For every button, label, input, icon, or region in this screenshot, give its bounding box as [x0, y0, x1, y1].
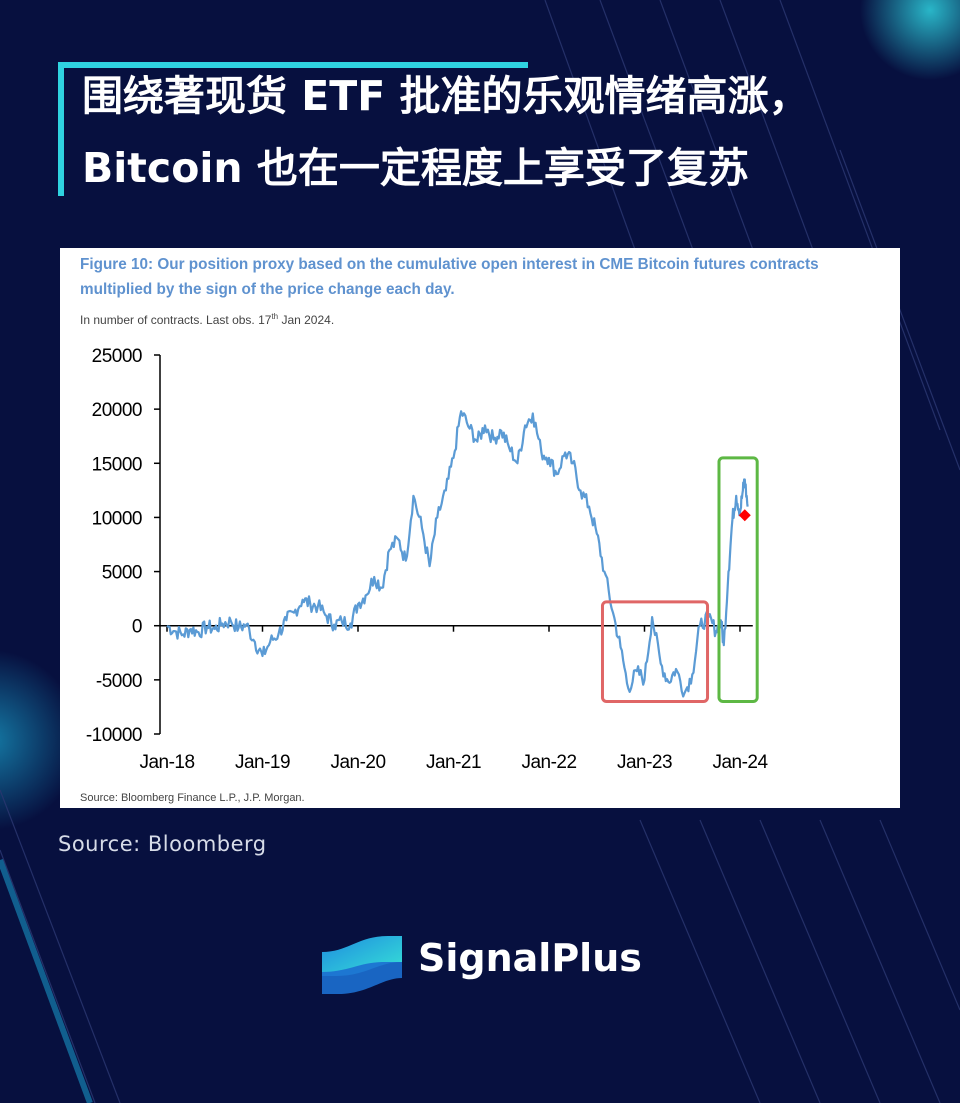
- figure-subtitle-pre: In number of contracts. Last obs. 17: [80, 313, 272, 327]
- x-tick-label: Jan-19: [235, 752, 290, 773]
- x-tick-label: Jan-22: [521, 752, 576, 773]
- y-tick-label: 20000: [92, 400, 142, 421]
- source-caption: Source: Bloomberg: [58, 832, 267, 856]
- red-highlight-box: [600, 600, 710, 704]
- brand-name: SignalPlus: [418, 936, 642, 980]
- figure-card: Figure 10: Our position proxy based on t…: [60, 248, 900, 808]
- figure-subtitle-sup: th: [271, 312, 279, 321]
- y-tick-label: 15000: [92, 454, 142, 475]
- y-tick-label: 25000: [92, 346, 142, 367]
- y-tick-label: -10000: [86, 725, 142, 746]
- figure-title: Figure 10: Our position proxy based on t…: [80, 256, 819, 298]
- x-tick-label: Jan-23: [617, 752, 672, 773]
- signalplus-logo-icon: [322, 936, 402, 994]
- headline: 围绕著现货 ETF 批准的乐观情绪高涨， Bitcoin 也在一定程度上享受了复…: [58, 62, 952, 196]
- y-tick-label: 5000: [102, 563, 142, 584]
- headline-accent-bar: [58, 62, 528, 68]
- x-tick-label: Jan-18: [139, 752, 194, 773]
- headline-line-1: 围绕著现货 ETF 批准的乐观情绪高涨，: [82, 72, 810, 120]
- figure-subtitle-post: Jan 2024.: [278, 313, 335, 327]
- y-tick-label: 10000: [92, 508, 142, 529]
- figure-source: Source: Bloomberg Finance L.P., J.P. Mor…: [80, 792, 305, 804]
- position-series-line: [166, 410, 749, 698]
- headline-line-2: Bitcoin 也在一定程度上享受了复苏: [82, 144, 749, 192]
- x-tick-label: Jan-24: [712, 752, 768, 773]
- x-tick-label: Jan-21: [426, 752, 481, 773]
- position-proxy-chart: 25000 20000 15000 10000 5000 0 -5000 -10000 Jan-…: [86, 346, 769, 773]
- x-tick-label: Jan-20: [330, 752, 385, 773]
- y-tick-label: -5000: [96, 671, 142, 692]
- figure-subtitle: In number of contracts. Last obs. 17th J…: [80, 312, 334, 327]
- green-highlight-box: [717, 456, 759, 704]
- y-tick-label: 0: [132, 617, 142, 638]
